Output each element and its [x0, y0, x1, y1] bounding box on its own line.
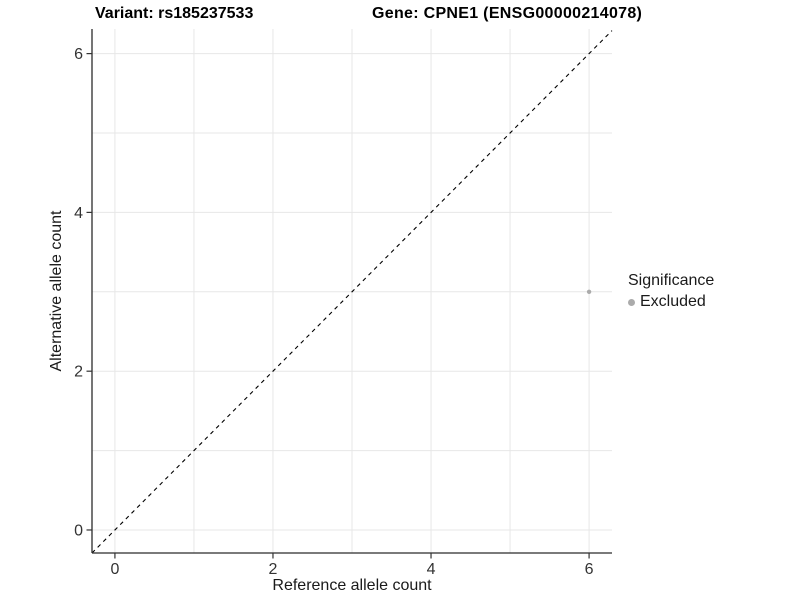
circle-icon: [628, 298, 635, 306]
y-axis-title: Alternative allele count: [48, 210, 65, 372]
x-tick-label: 0: [110, 561, 119, 578]
x-axis-title: Reference allele count: [272, 577, 432, 594]
gene-title: Gene: CPNE1 (ENSG00000214078): [372, 5, 643, 22]
legend-item-excluded: Excluded: [628, 293, 714, 311]
y-tick-label: 6: [74, 46, 83, 63]
x-tick-label: 4: [427, 561, 436, 578]
y-tick-label: 4: [74, 205, 83, 222]
x-tick-label: 2: [269, 561, 278, 578]
y-tick-label: 2: [74, 364, 83, 381]
x-tick-label: 6: [585, 561, 594, 578]
data-point: [586, 289, 592, 294]
identity-dashed-line: [91, 30, 613, 554]
variant-title: Variant: rs185237533: [95, 5, 254, 22]
legend-item-label: Excluded: [640, 293, 706, 310]
y-tick-label: 0: [74, 522, 83, 539]
legend: Significance Excluded: [628, 272, 714, 311]
legend-title: Significance: [628, 272, 715, 289]
